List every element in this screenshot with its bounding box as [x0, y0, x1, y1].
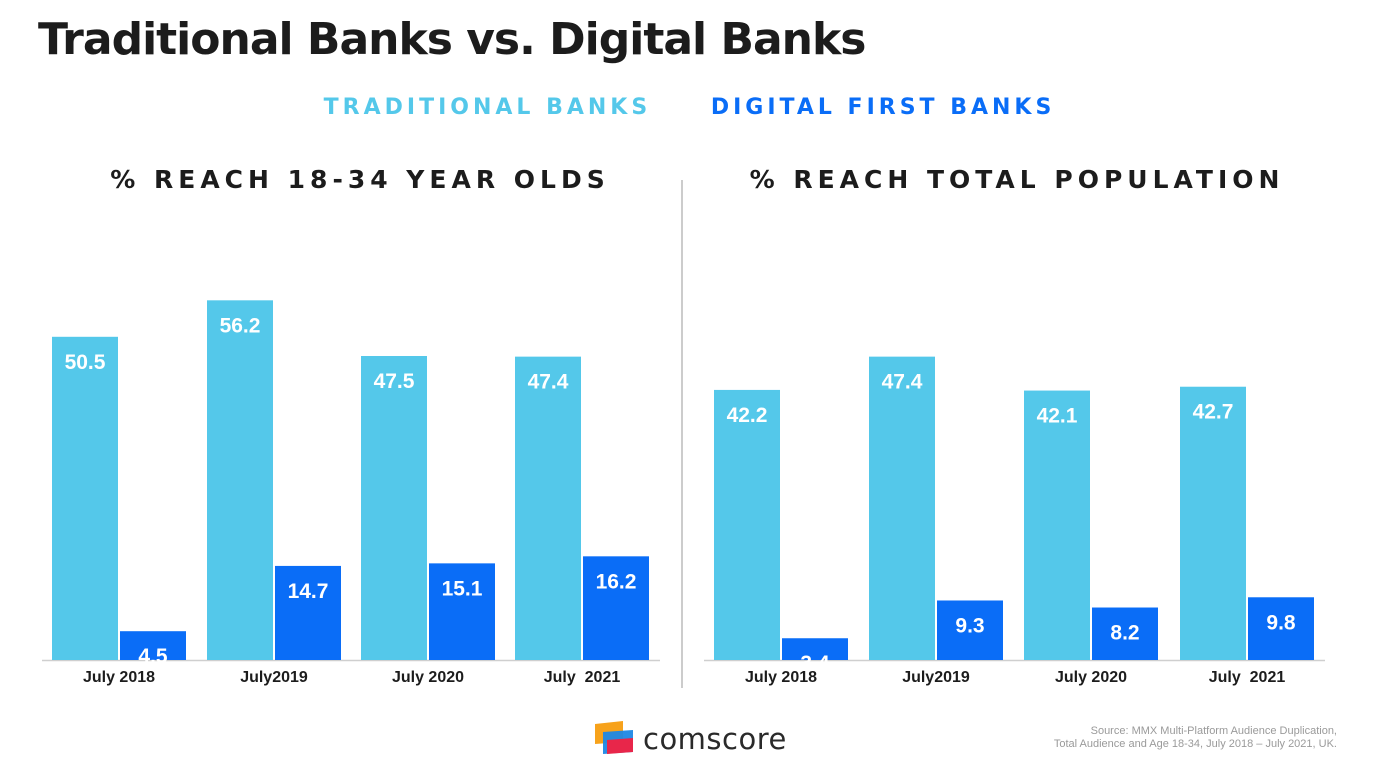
comscore-logo-icon [595, 721, 633, 754]
data-label: 9.3 [955, 614, 984, 637]
bar-traditional [207, 300, 273, 660]
data-label: 42.7 [1193, 401, 1234, 424]
data-label: 8.2 [1110, 622, 1139, 645]
data-label: 47.4 [528, 371, 569, 394]
data-label: 3.4 [800, 652, 830, 675]
x-tick-label: July2019 [902, 669, 970, 686]
source-note: Source: MMX Multi-Platform Audience Dupl… [1054, 725, 1337, 751]
data-label: 9.8 [1266, 611, 1296, 634]
x-tick-label: July 2021 [544, 669, 621, 686]
source-line-1: Source: MMX Multi-Platform Audience Dupl… [1090, 725, 1337, 737]
data-label: 47.4 [882, 371, 923, 394]
brand-name: comscore [643, 722, 787, 756]
x-tick-label: July 2018 [83, 669, 155, 686]
bar-digital [937, 600, 1003, 660]
data-label: 15.1 [442, 577, 483, 600]
data-label: 42.1 [1037, 405, 1078, 428]
data-label: 42.2 [727, 404, 768, 427]
bar-digital [120, 631, 186, 660]
data-label: 50.5 [65, 351, 106, 374]
bar-digital [1248, 597, 1314, 660]
x-tick-label: July 2018 [745, 669, 817, 686]
x-tick-label: July2019 [240, 669, 308, 686]
data-label: 47.5 [374, 370, 415, 393]
bar-traditional [52, 336, 118, 660]
data-label: 56.2 [220, 314, 261, 337]
x-tick-label: July 2021 [1209, 669, 1286, 686]
data-label: 14.7 [288, 580, 329, 603]
data-label: 4.5 [138, 645, 168, 668]
page-title: Traditional Banks vs. Digital Banks [38, 14, 866, 65]
comscore-logo: comscore [593, 720, 793, 760]
bar-digital [429, 563, 495, 660]
chart-title: % REACH 18-34 YEAR OLDS [110, 165, 610, 194]
bar-traditional [869, 356, 935, 660]
bar-digital [1092, 607, 1158, 660]
bar-digital [275, 565, 341, 660]
bar-traditional [1180, 386, 1246, 660]
legend: TRADITIONAL BANKS DIGITAL FIRST BANKS [0, 95, 1379, 120]
chart-title: % REACH TOTAL POPULATION [750, 165, 1285, 194]
bar-digital [782, 638, 848, 660]
data-label: 16.2 [596, 570, 637, 593]
x-tick-label: July 2020 [392, 669, 464, 686]
bar-traditional [1024, 390, 1090, 660]
bar-traditional [361, 356, 427, 660]
legend-digital: DIGITAL FIRST BANKS [710, 95, 1056, 120]
bar-traditional [714, 389, 780, 660]
x-tick-label: July 2020 [1055, 669, 1127, 686]
legend-traditional: TRADITIONAL BANKS [323, 95, 652, 120]
bar-traditional [515, 356, 581, 660]
source-line-2: Total Audience and Age 18-34, July 2018 … [1053, 738, 1337, 750]
bar-digital [583, 556, 649, 660]
